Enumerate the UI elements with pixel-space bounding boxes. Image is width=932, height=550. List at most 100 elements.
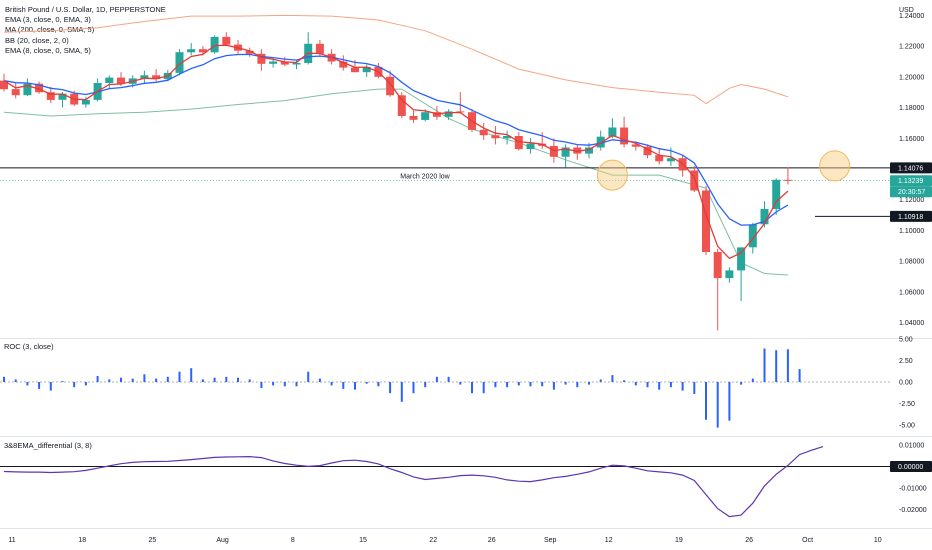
candle-body[interactable] [269,61,278,64]
candle-body[interactable] [11,89,20,96]
legend-ema8[interactable]: EMA (8, close, 0, SMA, 5) [5,45,91,55]
candle-body[interactable] [117,77,125,84]
roc-bar[interactable] [201,379,204,382]
roc-bar[interactable] [412,382,415,394]
candle-body[interactable] [35,83,44,93]
candle-body[interactable] [152,75,161,80]
roc-bar[interactable] [120,377,122,382]
roc-bar[interactable] [541,382,544,387]
candle-body[interactable] [198,49,207,53]
roc-bar[interactable] [318,378,321,382]
roc-bar[interactable] [365,382,368,384]
candle-body[interactable] [81,99,90,105]
candle-body[interactable] [585,147,593,154]
roc-bar[interactable] [646,382,649,388]
candle-body[interactable] [643,146,652,156]
roc-bar[interactable] [740,382,743,385]
roc-bar[interactable] [634,382,637,386]
roc-bar[interactable] [73,382,76,388]
roc-bar[interactable] [49,382,52,391]
roc-bar[interactable] [14,379,17,382]
candle-body[interactable] [315,43,324,54]
roc-bar[interactable] [283,382,286,387]
roc-bar[interactable] [705,382,707,420]
roc-bar[interactable] [786,349,789,382]
roc-bar[interactable] [155,378,158,382]
roc-bar[interactable] [435,376,438,382]
candle-body[interactable] [514,136,523,150]
roc-bar[interactable] [131,378,134,382]
candle-body[interactable] [526,143,535,149]
roc-bar[interactable] [96,376,99,382]
roc-bar[interactable] [494,382,497,388]
time-axis[interactable]: 11 18 25 Aug 8 15 22 26 Sep 12 19 26 Oct 10 [8,537,881,544]
candle-body[interactable] [46,92,55,100]
roc-bar[interactable] [330,382,333,386]
roc-bar[interactable] [599,379,602,382]
roc-bar[interactable] [669,382,672,388]
candle-body[interactable] [655,155,664,162]
roc-bar[interactable] [681,382,684,391]
candle-body[interactable] [549,146,558,157]
roc-bar[interactable] [459,382,462,385]
roc-bar[interactable] [3,376,5,382]
candle-body[interactable] [175,52,184,73]
roc-bar[interactable] [482,382,485,394]
roc-bar[interactable] [529,382,532,387]
roc-bar[interactable] [354,382,356,390]
roc-pane-title[interactable]: ROC (3, close) [4,342,54,351]
roc-bar[interactable] [623,380,626,382]
roc-bar[interactable] [775,350,778,382]
roc-bar[interactable] [307,371,310,382]
roc-bar[interactable] [178,371,181,382]
candle-body[interactable] [222,36,231,45]
roc-bar[interactable] [143,374,146,382]
price-axis[interactable]: 1.24000 1.22000 1.20000 1.18000 1.16000 1.140… [890,13,932,514]
candle-body[interactable] [397,95,406,116]
roc-bar[interactable] [377,382,380,387]
roc-bar[interactable] [190,368,193,382]
candle-body[interactable] [421,112,430,120]
candle-body[interactable] [491,135,500,139]
candle-body[interactable] [210,36,219,53]
roc-bar[interactable] [447,376,450,382]
roc-bar[interactable] [400,382,403,402]
roc-bar[interactable] [751,378,754,382]
roc-bar[interactable] [658,382,661,390]
candle-body[interactable] [23,83,32,96]
candle-body[interactable] [702,190,710,253]
roc-bar[interactable] [260,382,263,388]
candle-body[interactable] [58,93,67,100]
roc-bar[interactable] [506,382,509,388]
candle-body[interactable] [608,127,617,137]
roc-bar[interactable] [108,379,111,382]
roc-bar[interactable] [342,382,345,389]
roc-bar[interactable] [213,377,216,382]
roc-bar[interactable] [517,382,520,386]
roc-bar[interactable] [564,382,567,385]
candle-body[interactable] [503,136,512,139]
roc-bar[interactable] [693,382,696,394]
candle-body[interactable] [280,61,289,65]
roc-bar[interactable] [295,382,298,387]
candle-body[interactable] [140,75,149,79]
candle-body[interactable] [432,112,441,117]
roc-bar[interactable] [248,379,251,382]
roc-bar[interactable] [552,382,555,390]
candle-body[interactable] [713,252,722,279]
roc-bar[interactable] [61,381,64,382]
roc-bar[interactable] [237,377,239,382]
roc-bar[interactable] [763,348,766,383]
candle-body[interactable] [620,127,629,145]
candle-body[interactable] [0,80,8,90]
roc-bar[interactable] [389,382,392,394]
candle-body[interactable] [666,158,675,162]
roc-bar[interactable] [798,369,801,382]
candle-body[interactable] [292,63,301,65]
roc-bar[interactable] [26,382,29,386]
candle-body[interactable] [362,66,371,73]
roc-bar[interactable] [84,382,87,386]
differential-pane-title[interactable]: 3&8EMA_differential (3, 8) [4,441,92,450]
candle-body[interactable] [187,49,196,53]
